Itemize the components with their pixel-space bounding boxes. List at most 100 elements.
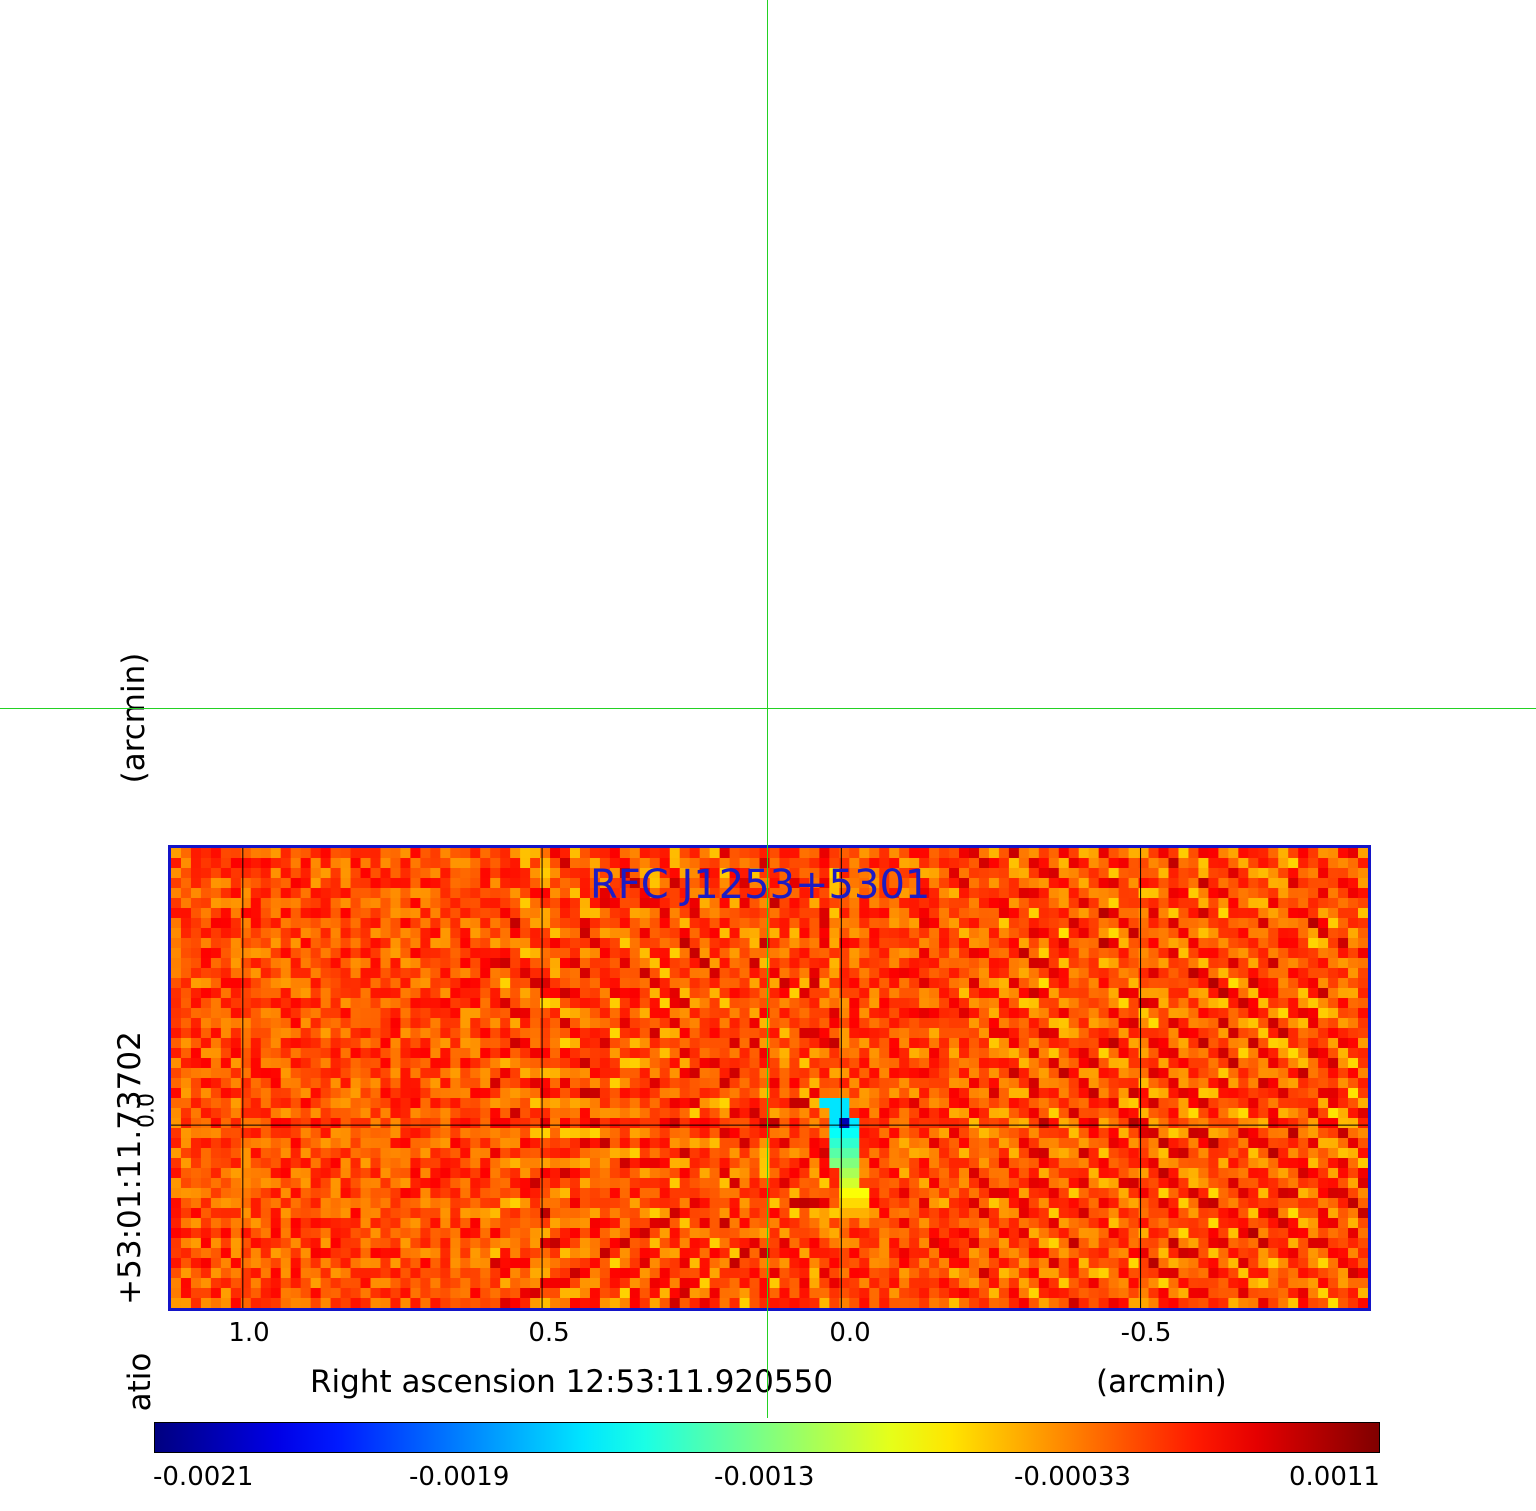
heatmap-cell xyxy=(1128,1058,1140,1069)
heatmap-cell xyxy=(1178,848,1190,859)
heatmap-cell xyxy=(550,1158,561,1169)
heatmap-cell xyxy=(589,1018,601,1029)
heatmap-cell xyxy=(450,938,461,949)
heatmap-cell xyxy=(978,1218,990,1229)
heatmap-cell xyxy=(689,1088,701,1099)
heatmap-cell xyxy=(729,1258,741,1269)
heatmap-cell xyxy=(689,1168,701,1179)
heatmap-cell xyxy=(190,1078,202,1089)
heatmap-cell xyxy=(1168,1068,1180,1079)
heatmap-cell xyxy=(629,1038,641,1049)
image-frame[interactable] xyxy=(168,845,1371,1311)
heatmap-cell xyxy=(340,1188,352,1199)
heatmap-cell xyxy=(340,858,352,869)
heatmap-cell xyxy=(1338,858,1349,869)
heatmap-cell xyxy=(589,1128,601,1139)
heatmap-cell xyxy=(799,1198,810,1209)
heatmap-cell xyxy=(310,1098,322,1109)
heatmap-cell xyxy=(360,858,372,869)
heatmap-cell xyxy=(729,1128,741,1139)
heatmap-cell xyxy=(949,1018,960,1029)
heatmap-cell xyxy=(480,1178,491,1189)
heatmap-cell xyxy=(1348,958,1359,969)
heatmap-cell xyxy=(480,1008,491,1019)
heatmap-cell xyxy=(190,888,202,899)
heatmap-cell xyxy=(190,1048,202,1059)
heatmap-cell xyxy=(619,998,631,1009)
heatmap-cell xyxy=(280,978,292,989)
heatmap-cell xyxy=(1278,1008,1289,1019)
heatmap-cell xyxy=(789,1228,801,1239)
heatmap-cell xyxy=(969,888,980,899)
heatmap-cell xyxy=(939,968,950,979)
heatmap-cell xyxy=(1058,1218,1070,1229)
heatmap-cell xyxy=(470,1238,481,1249)
heatmap-cell xyxy=(370,1168,382,1179)
heatmap-cell xyxy=(390,928,402,939)
heatmap-cell xyxy=(1028,1228,1040,1239)
heatmap-cell xyxy=(460,978,471,989)
heatmap-cell xyxy=(629,888,641,899)
heatmap-cell xyxy=(230,1168,242,1179)
heatmap-cell xyxy=(480,1148,491,1159)
heatmap-cell xyxy=(629,1048,641,1059)
heatmap-cell xyxy=(210,848,222,859)
heatmap-cell xyxy=(919,1038,930,1049)
heatmap-cell xyxy=(420,858,431,869)
heatmap-cell xyxy=(1108,1098,1120,1109)
heatmap-cell xyxy=(390,1138,402,1149)
heatmap-cell xyxy=(220,1168,232,1179)
heatmap-cell xyxy=(699,1088,711,1099)
heatmap-cell xyxy=(1188,1248,1200,1259)
heatmap-cell xyxy=(1268,898,1279,909)
heatmap-cell xyxy=(1318,1008,1329,1019)
heatmap-cell xyxy=(1028,1028,1040,1039)
heatmap-cell xyxy=(1178,908,1190,919)
heatmap-cell xyxy=(171,1178,182,1189)
heatmap-cell xyxy=(609,898,621,909)
heatmap-cell xyxy=(988,948,1000,959)
heatmap-cell xyxy=(699,918,711,929)
heatmap-cell xyxy=(1048,848,1060,859)
heatmap-cell xyxy=(500,1218,511,1229)
heatmap-cell xyxy=(1328,1108,1339,1119)
heatmap-cell xyxy=(230,1258,242,1269)
heatmap-cell xyxy=(709,858,721,869)
heatmap-cell xyxy=(530,1008,541,1019)
heatmap-cell xyxy=(450,968,461,979)
heatmap[interactable] xyxy=(171,848,1368,1308)
heatmap-cell xyxy=(230,1008,242,1019)
heatmap-cell xyxy=(629,1188,641,1199)
heatmap-cell xyxy=(988,888,1000,899)
heatmap-cell xyxy=(520,1088,531,1099)
heatmap-cell xyxy=(400,918,411,929)
heatmap-cell xyxy=(789,1248,801,1259)
heatmap-cell xyxy=(210,1048,222,1059)
heatmap-cell xyxy=(769,978,781,989)
heatmap-cell xyxy=(1148,868,1160,879)
heatmap-cell xyxy=(510,1168,521,1179)
heatmap-cell xyxy=(699,1138,711,1149)
heatmap-cell xyxy=(1188,1098,1200,1109)
heatmap-cell xyxy=(699,1068,711,1079)
heatmap-cell xyxy=(939,1158,950,1169)
heatmap-cell xyxy=(619,1108,631,1119)
heatmap-cell xyxy=(390,888,402,899)
heatmap-cell xyxy=(430,988,441,999)
heatmap-cell xyxy=(460,1008,471,1019)
heatmap-cell xyxy=(320,1068,332,1079)
heatmap-cell xyxy=(809,1198,820,1209)
heatmap-cell xyxy=(570,1198,581,1209)
heatmap-cell xyxy=(978,1198,990,1209)
heatmap-cell xyxy=(839,968,850,979)
heatmap-cell xyxy=(809,1088,820,1099)
heatmap-cell xyxy=(1278,1248,1289,1259)
heatmap-cell xyxy=(1098,978,1110,989)
heatmap-cell xyxy=(699,848,711,859)
heatmap-cell xyxy=(171,948,182,959)
heatmap-cell xyxy=(739,1058,751,1069)
heatmap-cell xyxy=(919,888,930,899)
heatmap-cell xyxy=(789,1008,801,1019)
heatmap-cell xyxy=(859,1178,870,1189)
heatmap-cell xyxy=(530,988,541,999)
